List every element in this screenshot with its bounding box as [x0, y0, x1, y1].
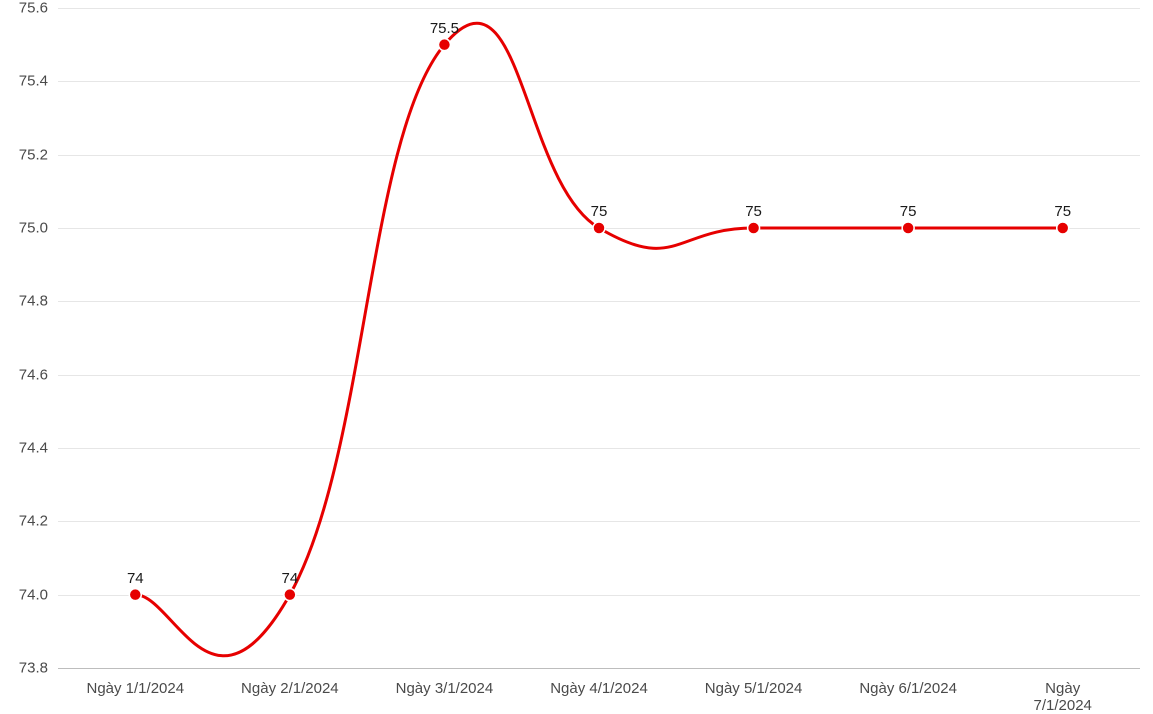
point-label: 74 [127, 570, 144, 587]
data-point [593, 222, 605, 234]
point-label: 75 [591, 203, 608, 220]
point-label: 75 [900, 203, 917, 220]
point-label: 75.5 [430, 20, 459, 37]
data-point [1057, 222, 1069, 234]
data-point [748, 222, 760, 234]
data-point [438, 39, 450, 51]
data-point [129, 589, 141, 601]
line-chart: 73.874.074.274.474.674.875.075.275.475.6… [0, 0, 1153, 710]
point-label: 75 [1054, 203, 1071, 220]
point-label: 75 [745, 203, 762, 220]
data-point [284, 589, 296, 601]
series-line [135, 23, 1062, 656]
chart-svg [0, 0, 1153, 710]
point-label: 74 [282, 570, 299, 587]
data-point [902, 222, 914, 234]
